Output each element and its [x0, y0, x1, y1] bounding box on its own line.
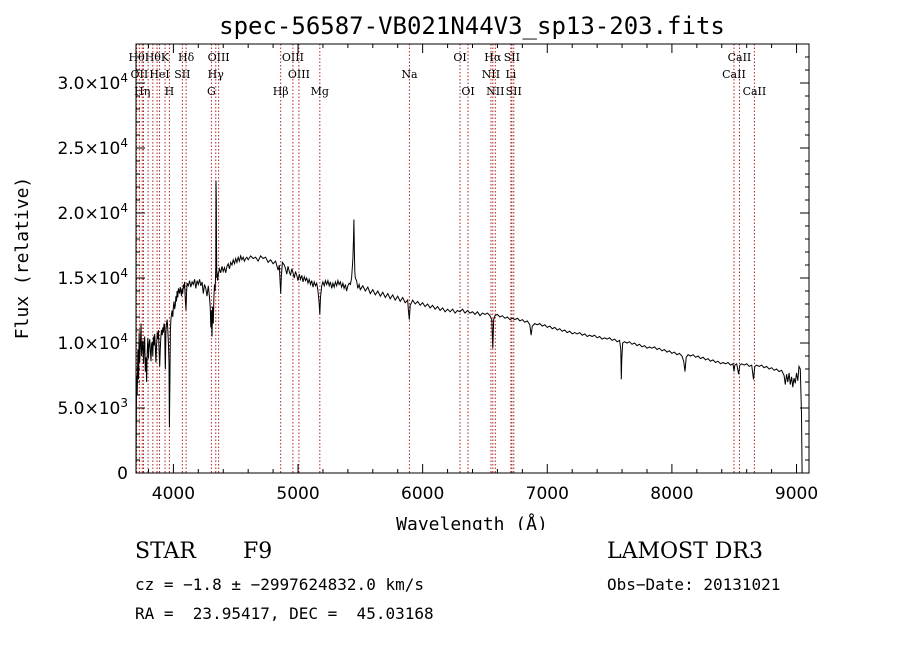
line-label-10: SII: [174, 68, 190, 81]
line-label-12: G: [207, 85, 216, 98]
line-label-26: SII: [504, 51, 520, 64]
line-label-5: Hθ: [145, 51, 162, 64]
line-label-28: CaII: [722, 68, 746, 81]
x-tick-label: 9000: [775, 484, 818, 504]
line-label-2: Hη: [134, 85, 150, 98]
y-tick-exponent: 4: [120, 71, 128, 85]
line-label-19: Na: [401, 68, 418, 81]
x-tick-label: 4000: [152, 484, 195, 504]
coordinates: RA = 23.95417, DEC = 45.03168: [135, 604, 434, 623]
redshift-velocity: cz = −1.8 ± −2997624832.0 km/s: [135, 575, 424, 594]
x-axis-ticks: 4000 5000 6000 7000 8000 9000: [147, 44, 818, 504]
plot-frame: [135, 43, 810, 474]
x-tick-label: 7000: [526, 484, 569, 504]
chart-title: spec-56587-VB021N44V3_sp13-203.fits: [219, 12, 725, 40]
x-tick-label: 8000: [650, 484, 693, 504]
line-label-14: OIII: [208, 51, 230, 64]
object-subclass: F9: [243, 539, 273, 564]
y-tick-exponent: 4: [120, 266, 128, 280]
y-tick-label: 3.0×104: [57, 71, 128, 94]
line-label-9: H: [165, 85, 175, 98]
line-label-1: OII: [131, 68, 149, 81]
line-label-22: NII: [482, 68, 500, 81]
y-tick-mantissa: 3.0×10: [57, 74, 120, 94]
y-axis-ticks: 05.0×1031.0×1041.5×1042.0×1042.5×1043.0×…: [57, 56, 809, 484]
y-tick-label: 2.0×104: [57, 201, 128, 224]
y-tick-exponent: 3: [120, 396, 128, 410]
object-class: STAR: [135, 539, 196, 564]
line-label-16: OIII: [282, 51, 304, 64]
line-label-17: OIII: [288, 68, 310, 81]
line-label-25: Li: [505, 68, 516, 81]
line-label-30: CaII: [743, 85, 767, 98]
line-label-24: NII: [486, 85, 504, 98]
line-label-21: OI: [461, 85, 474, 98]
line-label-23: Hα: [484, 51, 502, 64]
line-label-13: Hγ: [208, 68, 225, 81]
y-tick-mantissa: 5.0×10: [57, 399, 120, 419]
line-label-27: SII: [506, 85, 522, 98]
y-tick-mantissa: 2.5×10: [57, 139, 120, 159]
line-label-7: HeI: [149, 68, 169, 81]
spectral-line-markers: [136, 44, 755, 473]
line-label-8: K: [161, 51, 170, 64]
y-axis-label: Flux (relative): [12, 177, 33, 340]
y-tick-label: 1.5×104: [57, 266, 128, 289]
spectrum-series: [135, 180, 803, 474]
line-label-29: CaII: [728, 51, 752, 64]
y-tick-label: 5.0×103: [57, 396, 128, 419]
y-tick-mantissa: 2.0×10: [57, 204, 120, 224]
y-tick-mantissa: 0: [117, 464, 128, 484]
x-tick-label: 6000: [401, 484, 444, 504]
spectral-line-labels: HθOIIHηHθHeIKHSIIHδGHγOIIIHβOIIIOIIIMgNa…: [129, 51, 767, 98]
x-tick-label: 5000: [276, 484, 319, 504]
y-tick-exponent: 4: [120, 331, 128, 345]
line-label-11: Hδ: [178, 51, 195, 64]
y-tick-mantissa: 1.0×10: [57, 334, 120, 354]
observation-date: Obs−Date: 20131021: [607, 575, 781, 594]
line-label-20: OI: [453, 51, 466, 64]
y-tick-label: 0: [117, 464, 128, 484]
spectrum-chart: spec-56587-VB021N44V3_sp13-203.fits Wave…: [12, 12, 818, 530]
y-tick-label: 2.5×104: [57, 136, 128, 159]
y-tick-exponent: 4: [120, 201, 128, 215]
y-tick-mantissa: 1.5×10: [57, 269, 120, 289]
survey-name: LAMOST DR3: [607, 539, 763, 564]
y-tick-exponent: 4: [120, 136, 128, 150]
y-tick-label: 1.0×104: [57, 331, 128, 354]
line-label-18: Mg: [311, 85, 329, 98]
line-label-15: Hβ: [273, 85, 289, 98]
x-axis-label: Wavelength (Å): [396, 513, 548, 530]
